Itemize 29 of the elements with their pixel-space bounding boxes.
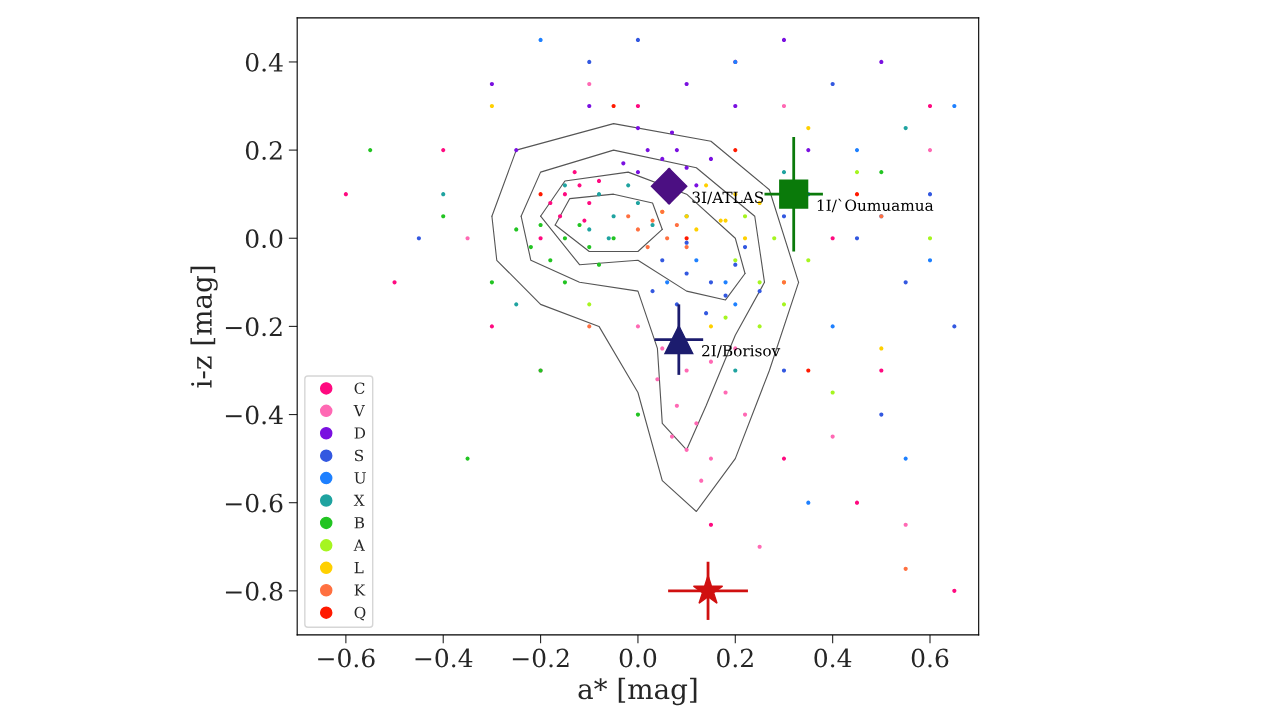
y-tick-label: 0.2 [245, 141, 282, 160]
x-tick-label: −0.2 [512, 648, 569, 668]
y-tick-label: −0.2 [225, 317, 282, 337]
x-tick-label: 0.2 [717, 648, 753, 668]
legend-label: V [353, 405, 365, 417]
x-axis-title: a* [mag] [578, 677, 697, 706]
annotation: 1I/`Oumuamua [817, 198, 934, 213]
y-tick-label: 0.4 [245, 52, 283, 72]
y-axis-title: i-z [mag] [190, 266, 218, 388]
x-tick-label: −0.4 [415, 648, 473, 668]
legend-label: K [354, 584, 366, 596]
legend-label: S [355, 449, 364, 462]
legend-label: L [354, 562, 364, 574]
x-tick-label: 0.6 [911, 648, 949, 668]
y-tick-label: −0.4 [225, 405, 283, 425]
legend-label: Q [354, 606, 366, 621]
legend-label: X [353, 494, 365, 506]
legend-label: A [353, 539, 365, 551]
legend-label: C [354, 382, 365, 394]
legend-label: D [354, 427, 366, 439]
y-tick-label: −0.8 [225, 581, 283, 601]
annotation: 2I/Borisov [702, 344, 781, 358]
y-tick-label: 0.0 [245, 229, 283, 249]
x-tick-label: 0.0 [619, 648, 657, 668]
x-tick-label: 0.4 [814, 648, 852, 668]
legend-label: U [354, 472, 366, 484]
legend-label: B [354, 517, 365, 529]
y-tick-label: −0.6 [225, 493, 283, 513]
x-tick-label: −0.6 [318, 648, 375, 668]
